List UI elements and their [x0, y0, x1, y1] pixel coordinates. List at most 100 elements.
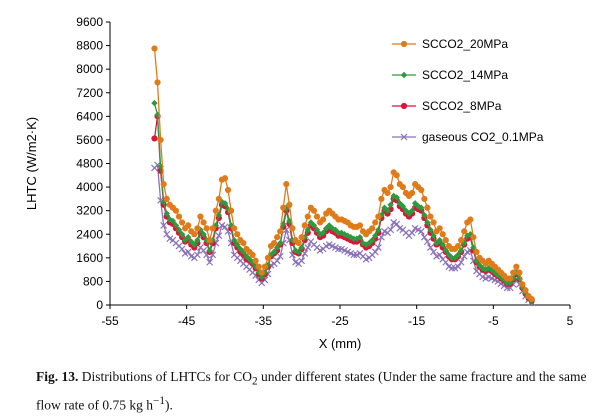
- data-point: [221, 175, 229, 182]
- data-point: [206, 237, 213, 244]
- data-point: [212, 207, 219, 214]
- legend-marker: [400, 133, 408, 141]
- data-point: [194, 225, 201, 232]
- y-tick-label: 2400: [76, 227, 103, 241]
- y-axis-title: LHTC (W/m2·K): [24, 117, 39, 210]
- x-tick-label: -55: [101, 314, 119, 328]
- data-point: [420, 233, 428, 241]
- data-point: [507, 275, 514, 282]
- data-point: [178, 245, 186, 253]
- data-point: [193, 251, 201, 259]
- data-point: [215, 211, 223, 219]
- data-point: [320, 216, 327, 223]
- data-point: [160, 221, 168, 229]
- data-point: [353, 235, 361, 242]
- data-point: [454, 263, 462, 271]
- data-point: [418, 186, 425, 194]
- data-point: [457, 247, 465, 254]
- data-point: [430, 219, 437, 226]
- data-point: [439, 241, 446, 248]
- data-point: [442, 247, 449, 254]
- data-point: [175, 226, 183, 234]
- data-point: [304, 244, 312, 251]
- data-point: [224, 186, 232, 194]
- data-point: [172, 207, 180, 214]
- data-point: [151, 135, 158, 142]
- data-point: [160, 181, 167, 188]
- data-point: [258, 269, 265, 276]
- data-point: [417, 227, 425, 235]
- data-point: [427, 213, 434, 220]
- data-point: [442, 258, 450, 266]
- data-point: [151, 99, 158, 107]
- caption-subscript: 2: [252, 375, 258, 388]
- data-point: [439, 231, 446, 238]
- data-point: [258, 273, 265, 281]
- x-tick-label: -15: [408, 314, 426, 328]
- data-point: [234, 231, 241, 238]
- data-point: [326, 222, 333, 229]
- x-tick-label: -45: [178, 314, 196, 328]
- data-point: [197, 213, 204, 220]
- data-point: [301, 222, 308, 229]
- series-SCCO2_20MPa: [151, 45, 535, 303]
- data-point: [215, 232, 223, 240]
- data-point: [372, 232, 379, 239]
- data-point: [418, 204, 425, 211]
- y-tick-label: 6400: [76, 109, 103, 123]
- data-point: [393, 220, 401, 228]
- data-point: [304, 213, 311, 220]
- data-point: [359, 239, 367, 247]
- chart-axes: 0 800 1600 2400 3200 4000 4800 5600 6400 7200 8000…: [24, 15, 574, 351]
- data-point: [157, 136, 164, 144]
- y-tick-label: 0: [96, 298, 103, 312]
- data-point: [424, 219, 431, 226]
- data-point: [519, 281, 526, 288]
- data-point: [430, 232, 437, 239]
- data-point: [298, 257, 306, 265]
- data-point: [313, 213, 321, 220]
- data-point: [393, 194, 400, 201]
- legend-label: SCCO2_20MPa: [422, 37, 508, 51]
- data-point: [528, 296, 535, 303]
- y-tick-label: 3200: [76, 204, 103, 218]
- data-point: [178, 231, 186, 238]
- legend-label: SCCO2_14MPa: [422, 68, 508, 82]
- data-point: [277, 239, 284, 247]
- data-point: [313, 226, 321, 234]
- data-point: [227, 222, 235, 229]
- data-point: [335, 245, 342, 253]
- data-point: [372, 219, 379, 226]
- data-point: [286, 217, 293, 225]
- data-point: [283, 181, 290, 188]
- data-point: [387, 226, 395, 234]
- data-point: [408, 229, 416, 237]
- data-point: [209, 225, 216, 232]
- legend-label: SCCO2_8MPa: [422, 99, 502, 113]
- data-point: [393, 172, 400, 179]
- data-point: [356, 233, 364, 241]
- data-point: [375, 226, 382, 234]
- data-point: [457, 258, 465, 266]
- data-point: [276, 252, 284, 260]
- data-point: [421, 195, 428, 202]
- data-point: [270, 239, 278, 247]
- data-point: [369, 225, 376, 232]
- legend-marker: [400, 40, 408, 48]
- data-point: [399, 203, 407, 210]
- data-point: [319, 229, 327, 236]
- chart-legend: SCCO2_20MPa SCCO2_14MPa SCCO2_8MPagaseous …: [392, 37, 544, 144]
- y-tick-label: 9600: [76, 15, 103, 29]
- data-point: [295, 239, 302, 247]
- data-point: [470, 234, 477, 241]
- data-point: [442, 237, 449, 244]
- data-point: [169, 217, 177, 225]
- caption-text-cont: under different states (Under the same f…: [36, 369, 587, 413]
- data-point: [200, 231, 207, 238]
- data-point: [191, 241, 198, 248]
- data-point: [215, 195, 222, 202]
- data-point: [461, 239, 468, 247]
- data-point: [448, 264, 456, 272]
- data-point: [185, 222, 192, 229]
- data-point: [356, 222, 364, 229]
